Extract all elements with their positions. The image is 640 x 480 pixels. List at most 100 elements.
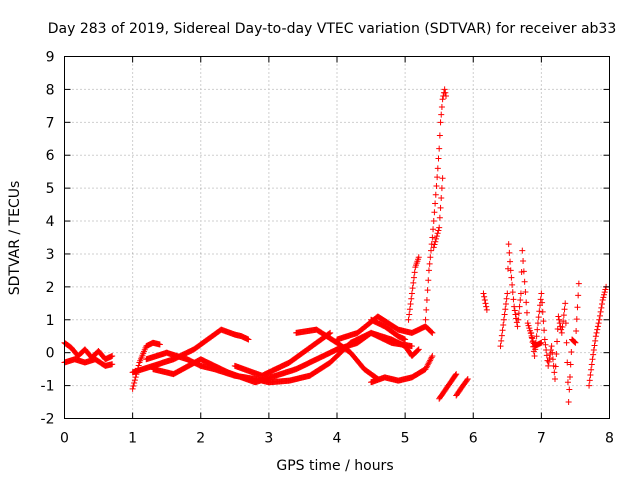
data-point [526, 325, 533, 332]
data-point [590, 351, 597, 358]
data-point [498, 332, 505, 339]
data-point [562, 320, 569, 327]
y-tick-labels: -2 -1 0 1 2 3 4 5 6 7 8 9 [41, 50, 55, 428]
data-point [594, 326, 601, 333]
data-point [529, 339, 536, 346]
data-point [573, 327, 580, 334]
data-point [534, 326, 541, 333]
y-tick-label: 7 [46, 115, 55, 131]
data-point [571, 339, 578, 346]
plot-frame [64, 56, 610, 419]
data-point [441, 86, 448, 93]
data-point [434, 230, 441, 237]
grid-lines [64, 56, 610, 419]
data-point [596, 316, 603, 323]
data-point [481, 297, 488, 304]
data-point [408, 295, 415, 302]
data-point [566, 374, 573, 381]
data-point [432, 191, 439, 198]
data-point [553, 350, 560, 357]
data-point [525, 322, 532, 329]
data-point [502, 300, 509, 307]
data-point [439, 96, 446, 103]
data-point [434, 174, 441, 181]
data-point [541, 336, 548, 343]
data-point [430, 218, 437, 225]
data-point [558, 329, 565, 336]
data-point [592, 333, 599, 340]
data-point [502, 306, 509, 313]
data-point [599, 297, 606, 304]
data-point [513, 319, 520, 326]
chart-title: Day 283 of 2019, Sidereal Day-to-day VTE… [48, 21, 617, 37]
data-point [424, 287, 431, 294]
y-tick-label: -1 [41, 379, 55, 395]
data-point [430, 226, 437, 233]
data-point [568, 349, 575, 356]
data-point [129, 385, 136, 392]
data-point [548, 343, 555, 350]
y-tick-label: 8 [46, 82, 55, 98]
data-point [410, 279, 417, 286]
data-point [586, 377, 593, 384]
data-point [498, 337, 505, 344]
data-point [506, 249, 513, 256]
data-point [438, 111, 445, 118]
data-point [517, 297, 524, 304]
data-point [515, 316, 522, 323]
data-point [538, 290, 545, 297]
data-point [515, 310, 522, 317]
data-point [428, 329, 435, 336]
data-point [539, 308, 546, 315]
data-point [408, 343, 415, 350]
data-point [597, 308, 604, 315]
data-point [587, 372, 594, 379]
data-point [425, 277, 432, 284]
data-point [482, 300, 489, 307]
data-point [564, 379, 571, 386]
data-point [464, 377, 471, 384]
data-point [423, 297, 430, 304]
data-point [422, 316, 429, 323]
y-tick-label: 2 [46, 280, 55, 296]
data-point [601, 291, 608, 298]
data-point [436, 214, 443, 221]
data-point [501, 311, 508, 318]
data-point [601, 289, 608, 296]
data-point [504, 290, 511, 297]
data-point [414, 347, 421, 354]
y-tick-label: 1 [46, 313, 55, 329]
data-point [547, 347, 554, 354]
data-point [109, 352, 116, 359]
x-tick-label: 6 [469, 431, 478, 447]
x-tick-label: 5 [401, 431, 410, 447]
data-point [586, 382, 593, 389]
data-point [549, 349, 556, 356]
data-point [595, 320, 602, 327]
data-point [561, 306, 568, 313]
data-point [509, 281, 516, 288]
data-point [435, 227, 442, 234]
data-point [436, 132, 443, 139]
data-point [566, 386, 573, 393]
data-point [534, 320, 541, 327]
data-point [483, 303, 490, 310]
data-point [438, 103, 445, 110]
data-point [575, 280, 582, 287]
data-point [464, 376, 471, 383]
data-point [452, 372, 459, 379]
data-point [522, 289, 529, 296]
data-point [436, 224, 443, 231]
data-point [500, 316, 507, 323]
data-point [514, 323, 521, 330]
x-tick-label: 0 [60, 431, 69, 447]
data-point [528, 334, 535, 341]
data-point [435, 155, 442, 162]
data-point [590, 347, 597, 354]
data-point [572, 339, 579, 346]
data-point [554, 338, 561, 345]
x-tick-label: 8 [605, 431, 614, 447]
data-point [564, 359, 571, 366]
data-point [539, 299, 546, 306]
data-point [532, 339, 539, 346]
